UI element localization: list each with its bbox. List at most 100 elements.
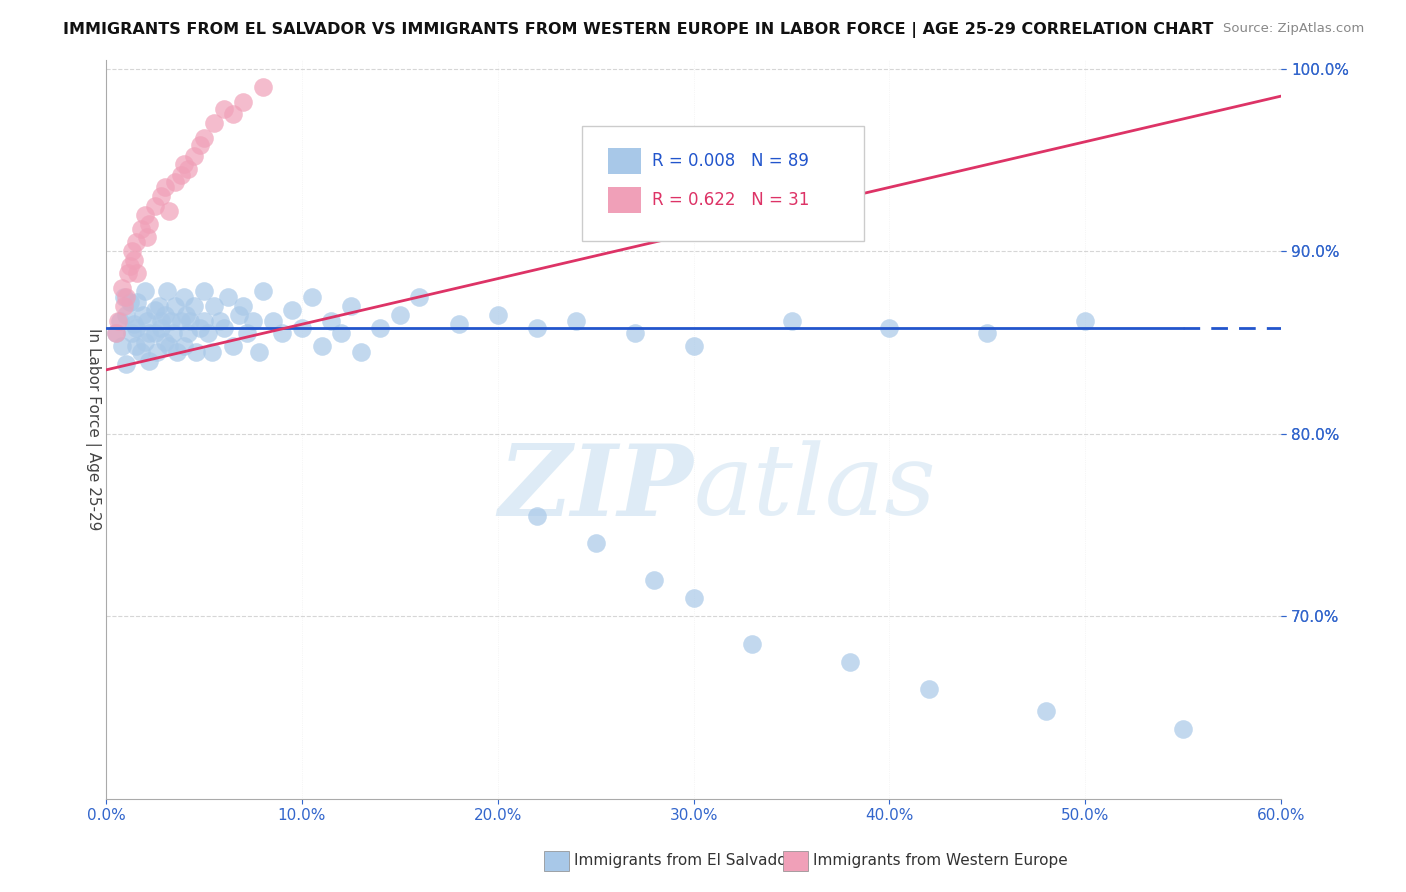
FancyBboxPatch shape: [582, 126, 863, 241]
Point: [143, 326, 166, 341]
Point: [166, 344, 188, 359]
Point: [148, 299, 170, 313]
Point: [330, 326, 353, 341]
Point: [624, 326, 647, 341]
Point: [193, 313, 215, 327]
Point: [228, 308, 250, 322]
Point: [149, 313, 172, 327]
Text: ZIP: ZIP: [499, 440, 693, 537]
Point: [169, 168, 191, 182]
Point: [368, 321, 391, 335]
Point: [526, 508, 548, 523]
Point: [232, 299, 254, 313]
Point: [134, 208, 156, 222]
Text: IMMIGRANTS FROM EL SALVADOR VS IMMIGRANTS FROM WESTERN EUROPE IN LABOR FORCE | A: IMMIGRANTS FROM EL SALVADOR VS IMMIGRANT…: [63, 22, 1213, 38]
Text: atlas: atlas: [693, 441, 936, 536]
Point: [252, 80, 274, 95]
Point: [1035, 704, 1057, 718]
Point: [134, 285, 156, 299]
Point: [163, 299, 186, 313]
Point: [118, 295, 141, 310]
Point: [157, 204, 180, 219]
Point: [741, 637, 763, 651]
Point: [177, 326, 200, 341]
Point: [122, 253, 145, 268]
Point: [222, 339, 245, 353]
Point: [136, 313, 159, 327]
Point: [780, 313, 803, 327]
Point: [124, 339, 146, 353]
Point: [186, 344, 208, 359]
Point: [1074, 313, 1097, 327]
Point: [197, 326, 219, 341]
Point: [202, 299, 225, 313]
Point: [114, 358, 136, 372]
Point: [242, 313, 264, 327]
Point: [281, 302, 304, 317]
Point: [188, 321, 211, 335]
Point: [122, 317, 145, 331]
Point: [350, 344, 373, 359]
Point: [114, 290, 136, 304]
Point: [112, 299, 135, 313]
Point: [124, 321, 146, 335]
Point: [271, 326, 294, 341]
Point: [107, 313, 129, 327]
Point: [1173, 723, 1195, 737]
Point: [193, 285, 215, 299]
Point: [104, 326, 127, 341]
Text: R = 0.622   N = 31: R = 0.622 N = 31: [652, 191, 810, 209]
Point: [121, 244, 143, 259]
Point: [104, 326, 127, 341]
Point: [202, 116, 225, 130]
Point: [153, 180, 176, 194]
Point: [183, 299, 205, 313]
Point: [156, 285, 179, 299]
Point: [134, 335, 156, 350]
Point: [111, 339, 134, 353]
FancyBboxPatch shape: [607, 186, 641, 213]
Point: [252, 285, 274, 299]
Point: [236, 326, 259, 341]
Point: [121, 326, 143, 341]
Point: [124, 235, 146, 249]
Point: [138, 326, 160, 341]
Point: [111, 281, 134, 295]
Point: [291, 321, 314, 335]
Point: [159, 313, 181, 327]
Point: [201, 344, 224, 359]
Point: [262, 313, 284, 327]
Point: [976, 326, 998, 341]
Text: Immigrants from El Salvador: Immigrants from El Salvador: [574, 854, 793, 868]
Point: [127, 295, 149, 310]
Point: [108, 313, 131, 327]
Point: [157, 339, 180, 353]
Point: [247, 344, 270, 359]
Y-axis label: In Labor Force | Age 25-29: In Labor Force | Age 25-29: [86, 328, 101, 531]
Point: [112, 290, 135, 304]
Point: [321, 313, 343, 327]
Point: [222, 107, 245, 121]
FancyBboxPatch shape: [607, 147, 641, 174]
Point: [138, 353, 160, 368]
Point: [311, 339, 333, 353]
Point: [340, 299, 363, 313]
Point: [169, 313, 191, 327]
Point: [388, 308, 411, 322]
Point: [131, 222, 153, 236]
Point: [118, 259, 141, 273]
Point: [136, 229, 159, 244]
Point: [408, 290, 430, 304]
Point: [879, 321, 901, 335]
Point: [138, 217, 160, 231]
Point: [153, 335, 176, 350]
Point: [163, 175, 186, 189]
Point: [114, 308, 136, 322]
Point: [143, 199, 166, 213]
Text: Source: ZipAtlas.com: Source: ZipAtlas.com: [1223, 22, 1364, 36]
Point: [143, 302, 166, 317]
Point: [153, 308, 176, 322]
Point: [839, 655, 862, 669]
Point: [585, 536, 607, 550]
Point: [173, 290, 195, 304]
